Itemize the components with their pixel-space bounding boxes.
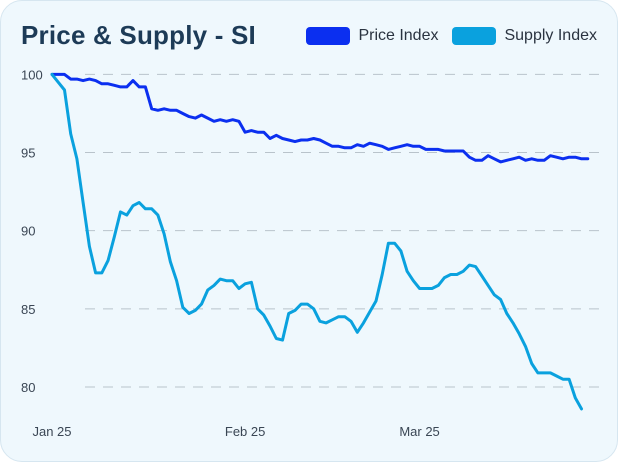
x-tick-label: Feb 25 (225, 424, 265, 439)
series-line-supply (50, 72, 583, 411)
legend-swatch-supply (452, 27, 497, 45)
y-tick-label: 95 (21, 146, 35, 161)
x-tick-label: Jan 25 (32, 424, 71, 439)
legend-item-price[interactable]: Price Index (306, 27, 438, 45)
legend-label-supply: Supply Index (504, 27, 597, 44)
series-line-price (50, 72, 590, 164)
chart-title: Price & Supply - SI (21, 20, 256, 50)
legend-swatch-price (306, 27, 351, 45)
legend: Price Index Supply Index (292, 27, 597, 45)
y-tick-label: 85 (21, 302, 35, 317)
y-tick-label: 100 (21, 67, 43, 82)
x-tick-label: Mar 25 (399, 424, 439, 439)
y-tick-label: 80 (21, 380, 35, 395)
legend-label-price: Price Index (358, 27, 439, 44)
y-tick-label: 90 (21, 224, 35, 239)
legend-item-supply[interactable]: Supply Index (452, 27, 597, 45)
